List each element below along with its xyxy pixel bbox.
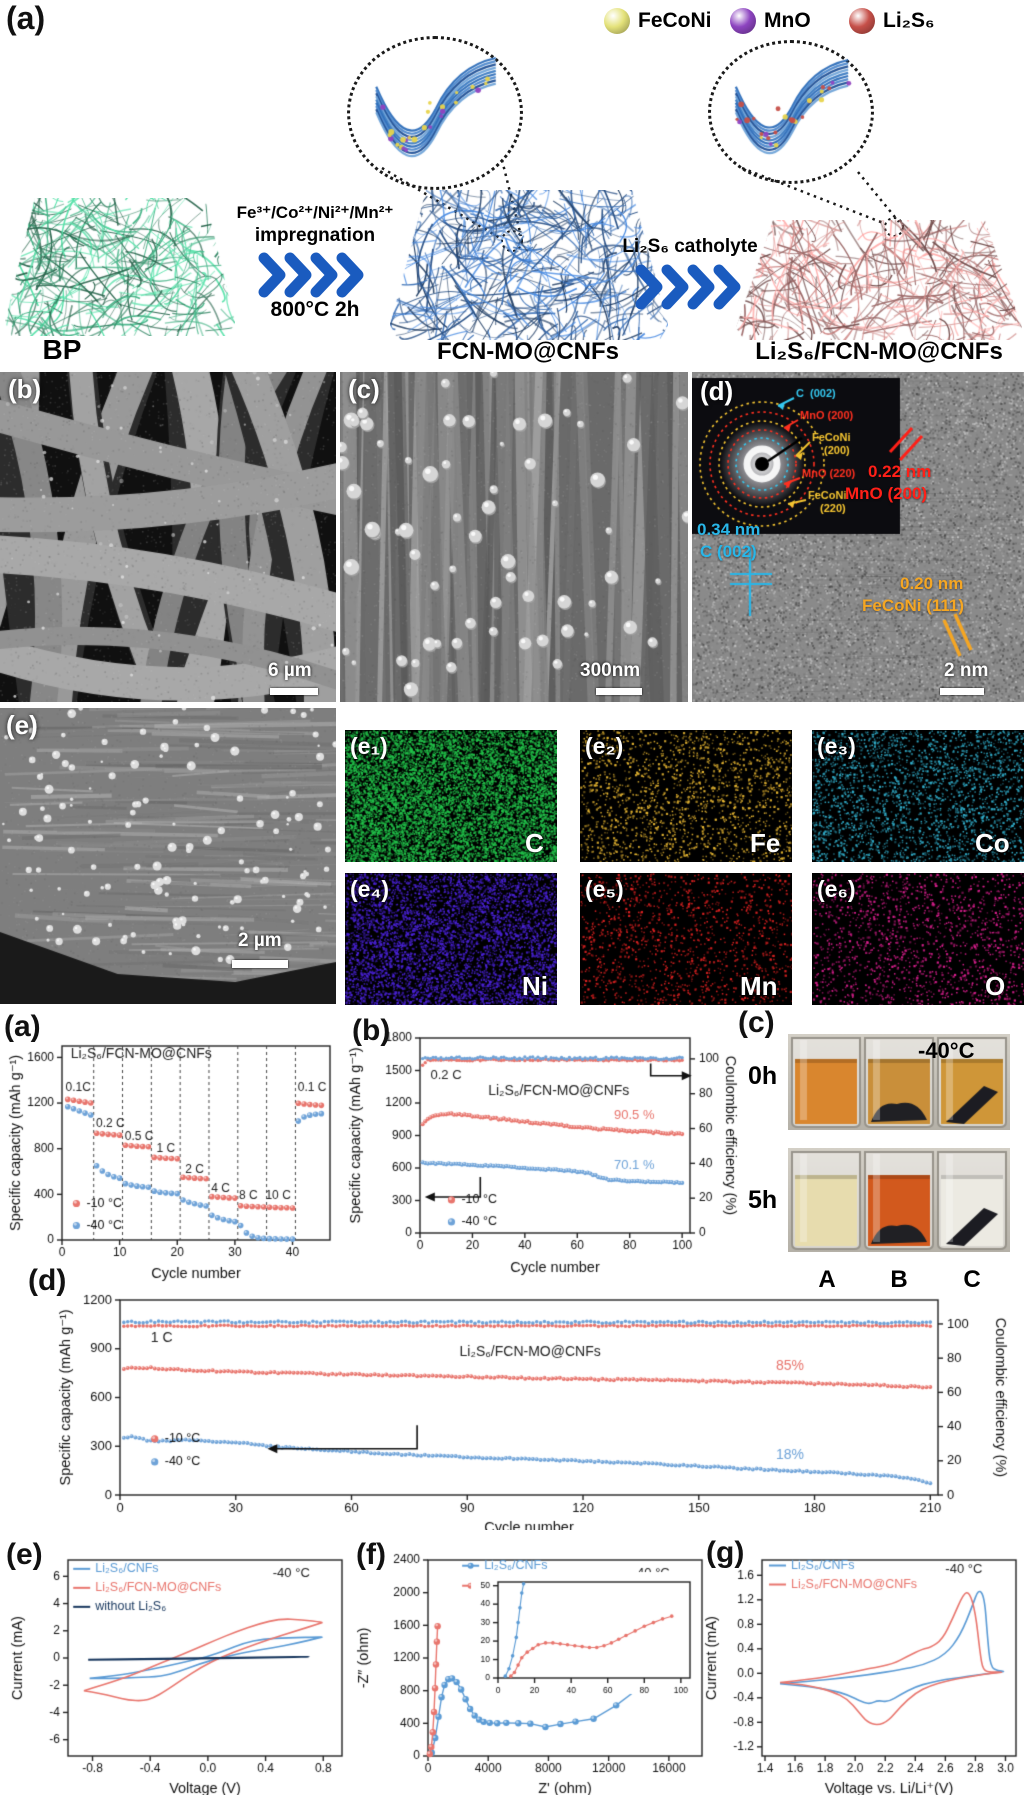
eds-element-co: Co: [975, 828, 1010, 858]
eds-label-e2: (e₂): [585, 733, 624, 759]
panel-label-e: (e): [6, 710, 38, 740]
fiber-bundle-drawing: [714, 46, 870, 180]
process-arrow-2-icon: [635, 264, 741, 310]
long-cycling-chart: [0, 1262, 1024, 1530]
eds-map-o: [812, 873, 1024, 1005]
step1-process: impregnation: [254, 225, 376, 246]
lattice-spacing-feconi: 0.20 nm: [900, 574, 964, 593]
process-arrow-1-icon: [258, 252, 364, 298]
mno-sphere-icon: [730, 8, 756, 34]
sem-image-e: [0, 708, 336, 1004]
material-label-fcn: FCN-MO@CNFs: [436, 338, 620, 365]
eds-element-ni: Ni: [522, 971, 548, 1001]
panel-label-chart-b: (b): [352, 1014, 391, 1047]
step1-condition: 800°C 2h: [270, 298, 360, 321]
legend-label: Li₂S₆: [883, 9, 935, 32]
legend-label: MnO: [764, 9, 811, 32]
eds-element-fe: Fe: [750, 828, 781, 858]
sem-image-b: [0, 372, 336, 702]
scale-bar-label-e: 2 µm: [238, 930, 282, 951]
lattice-plane-feconi: FeCoNi (111): [862, 596, 965, 615]
scale-bar-d: [940, 688, 984, 695]
scale-bar-label-c: 300nm: [580, 660, 641, 681]
eds-map-co: [812, 730, 1024, 862]
li2s6-sphere-icon: [849, 8, 875, 34]
vial-photo-5h: [788, 1148, 1010, 1252]
bp-fiber-mat: [5, 198, 235, 336]
legend-item-mno: MnO: [730, 8, 811, 34]
panel-label-b: (b): [8, 374, 42, 404]
panel-label-c: (c): [348, 374, 380, 404]
vial-photo-0h: [788, 1034, 1010, 1130]
cv-symmetric-chart: [0, 1530, 350, 1795]
legend-item-li2s6: Li₂S₆: [849, 8, 935, 34]
panel-label-a: (a): [6, 0, 46, 36]
eds-map-ni: [345, 873, 557, 1005]
photo-time-0h: 0h: [748, 1062, 778, 1090]
fiber-bundle-drawing: [353, 42, 519, 186]
eds-map-c: [345, 730, 557, 862]
photo-temperature: -40°C: [918, 1038, 975, 1063]
eds-label-e5: (e₅): [585, 876, 624, 902]
scale-bar-e: [232, 960, 288, 968]
panel-label-photos-c: (c): [738, 1006, 775, 1039]
scale-bar-c: [596, 688, 642, 695]
panel-label-chart-a: (a): [4, 1010, 41, 1043]
fcn-mo-cnfs-fiber-mat: [390, 190, 668, 340]
tem-image-d: [692, 372, 1024, 702]
feconi-sphere-icon: [604, 8, 630, 34]
material-label-bp: BP: [42, 334, 82, 365]
lattice-spacing-c: 0.34 nm: [697, 520, 761, 539]
lattice-plane-c: C (002): [700, 542, 757, 561]
panel-label-d: (d): [700, 376, 734, 406]
lattice-spacing-mno: 0.22 nm: [868, 462, 932, 481]
panel-label-chart-g: (g): [706, 1536, 745, 1569]
eds-element-c: C: [525, 828, 544, 858]
scale-bar-label-b: 6 µm: [268, 660, 312, 681]
material-label-li2s6-fcn: Li₂S₆/FCN-MO@CNFs: [755, 338, 1003, 365]
sem-image-c: [340, 372, 688, 702]
li2s6-fcn-mo-cnfs-fiber-mat: [736, 220, 1022, 340]
step2-process: Li₂S₆ catholyte: [622, 236, 758, 257]
eds-element-o: O: [985, 971, 1006, 1001]
lattice-plane-mno: MnO (200): [845, 484, 928, 503]
scale-bar-b: [270, 688, 318, 695]
eis-nyquist-chart: [350, 1530, 718, 1795]
scale-bar-label-d: 2 nm: [944, 660, 989, 681]
magnified-fiber-ellipse-1: [347, 36, 523, 190]
eds-label-e4: (e₄): [350, 876, 390, 902]
legend-item-feconi: FeCoNi: [604, 8, 712, 34]
photo-time-5h: 5h: [748, 1186, 778, 1214]
magnified-fiber-ellipse-2: [708, 40, 874, 184]
panel-label-chart-e: (e): [6, 1538, 43, 1571]
eds-map-mn: [580, 873, 792, 1005]
eds-label-e3: (e₃): [817, 733, 856, 759]
eds-element-mn: Mn: [740, 971, 778, 1001]
eds-map-fe: [580, 730, 792, 862]
legend-label: FeCoNi: [638, 9, 712, 32]
step1-reagents: Fe³⁺/Co²⁺/Ni²⁺/Mn²⁺: [236, 203, 394, 222]
eds-label-e1: (e₁): [350, 733, 388, 759]
eds-label-e6: (e₆): [817, 876, 856, 902]
panel-label-chart-d: (d): [28, 1264, 67, 1297]
cv-full-cell-chart: [700, 1530, 1024, 1795]
panel-label-chart-f: (f): [356, 1538, 386, 1571]
